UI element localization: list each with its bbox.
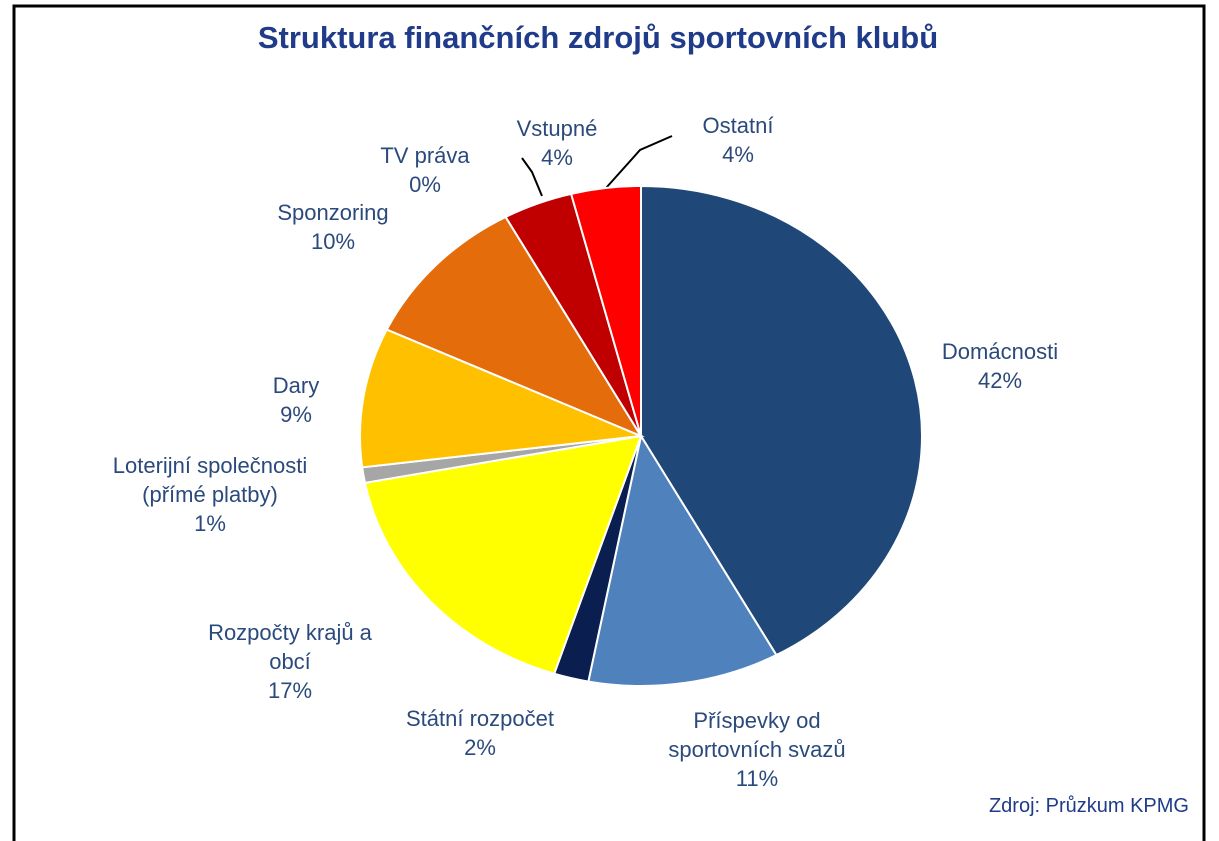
- slice-label: TV práva: [380, 143, 470, 168]
- slice-value-label: 4%: [541, 145, 573, 170]
- slice-value-label: 17%: [267, 678, 313, 703]
- slice-value-label: 10%: [310, 229, 356, 254]
- pie-slice: [640, 184, 923, 657]
- slice-value-label: 11%: [735, 766, 779, 791]
- slice-label: Sponzoring: [277, 200, 389, 225]
- slice-label: Loterijní společnosti (přímé platby): [112, 453, 308, 507]
- slice-label: Státní rozpočet: [406, 706, 554, 731]
- slice-value-label: 4%: [722, 142, 754, 167]
- pie-slice: [363, 434, 643, 675]
- slice-value-label: 1%: [194, 511, 226, 536]
- slice-value-label: 0%: [409, 172, 441, 197]
- leader-line: [605, 135, 673, 189]
- slice-value-label: 42%: [977, 368, 1023, 393]
- pie-slice: [359, 328, 645, 469]
- leader-line: [521, 157, 543, 197]
- pie-slice: [569, 184, 642, 437]
- slice-label: Domácnosti: [941, 339, 1059, 364]
- slice-label: Příspevky od sportovních svazů: [668, 708, 846, 762]
- frame: [12, 4, 1206, 841]
- pie-slice: [587, 433, 778, 687]
- source-note: Zdroj: Průzkum KPMG: [988, 795, 1189, 817]
- slice-value-label: 9%: [280, 402, 312, 427]
- pie-slice: [385, 215, 644, 439]
- slice-label: Ostatní: [702, 113, 774, 138]
- slice-label: Rozpočty krajů a obcí: [208, 620, 372, 674]
- slice-label: Dary: [272, 373, 320, 398]
- chart-title: Struktura finančních zdrojů sportovních …: [257, 20, 939, 55]
- slice-value-label: 2%: [464, 735, 496, 760]
- slice-label: Vstupné: [516, 116, 598, 141]
